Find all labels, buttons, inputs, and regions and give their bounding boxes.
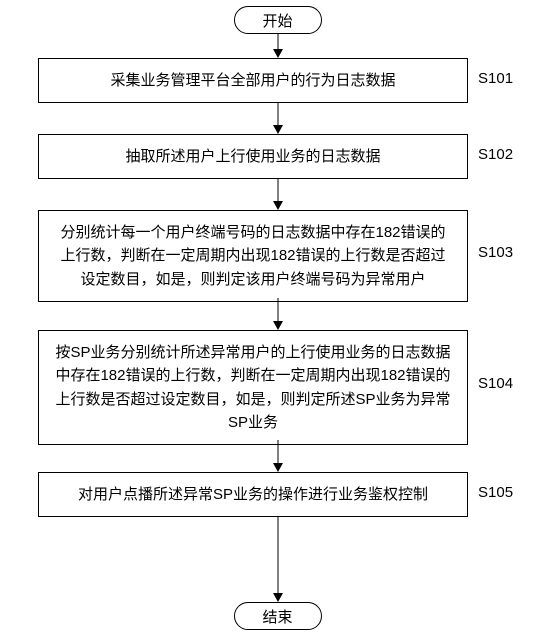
arrow (277, 516, 278, 593)
arrow-head-icon (273, 49, 283, 58)
process-text: 对用户点播所述异常SP业务的操作进行业务鉴权控制 (78, 483, 428, 506)
step-id-label: S104 (478, 375, 513, 392)
terminator-start-label: 开始 (262, 10, 292, 31)
terminator-start: 开始 (234, 6, 322, 34)
step-id-label: S101 (478, 70, 513, 87)
terminator-end-label: 结束 (262, 606, 292, 627)
arrow-head-icon (273, 125, 283, 134)
arrow (277, 102, 278, 125)
arrow (277, 178, 278, 201)
arrow (277, 440, 278, 463)
process-text: 分别统计每一个用户终端号码的日志数据中存在182错误的上行数，判断在一定周期内出… (53, 221, 453, 291)
arrow-head-icon (273, 201, 283, 210)
process-text: 按SP业务分别统计所述异常用户的上行使用业务的日志数据中存在182错误的上行数，… (53, 341, 453, 434)
arrow-head-icon (273, 463, 283, 472)
process-text: 抽取所述用户上行使用业务的日志数据 (125, 145, 380, 168)
process-text: 采集业务管理平台全部用户的行为日志数据 (110, 69, 395, 92)
flowchart-canvas: 开始 采集业务管理平台全部用户的行为日志数据 S101 抽取所述用户上行使用业务… (0, 0, 555, 642)
process-step: 按SP业务分别统计所述异常用户的上行使用业务的日志数据中存在182错误的上行数，… (38, 330, 468, 445)
step-id-label: S103 (478, 244, 513, 261)
process-step: 抽取所述用户上行使用业务的日志数据 (38, 134, 468, 179)
process-step: 分别统计每一个用户终端号码的日志数据中存在182错误的上行数，判断在一定周期内出… (38, 210, 468, 302)
step-id-label: S102 (478, 146, 513, 163)
process-step: 对用户点播所述异常SP业务的操作进行业务鉴权控制 (38, 472, 468, 517)
terminator-end: 结束 (234, 602, 322, 630)
step-id-label: S105 (478, 484, 513, 501)
arrow-head-icon (273, 321, 283, 330)
arrow (277, 34, 278, 49)
process-step: 采集业务管理平台全部用户的行为日志数据 (38, 58, 468, 103)
arrow-head-icon (273, 593, 283, 602)
arrow (277, 298, 278, 321)
